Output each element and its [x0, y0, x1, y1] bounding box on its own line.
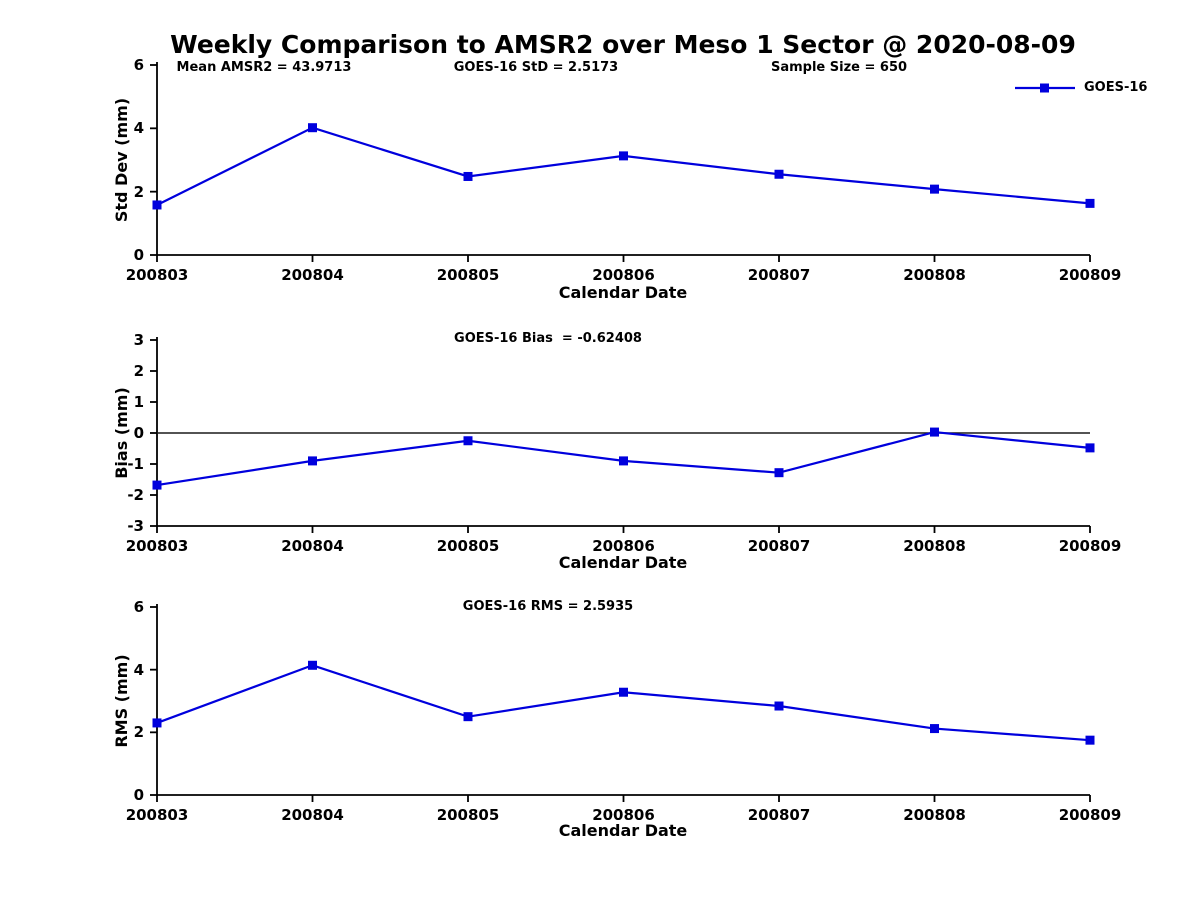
bias-data-point-marker: [619, 456, 628, 466]
stddev-y-tick-label: 0: [133, 246, 144, 264]
bias-data-point-marker: [463, 436, 473, 446]
rms-data-point-marker: [774, 701, 784, 711]
bias-data-point-marker: [1085, 443, 1095, 453]
bias-x-axis-label: Calendar Date: [558, 553, 688, 572]
bias-x-tick-label: 200806: [592, 537, 655, 555]
stddev-x-tick-label: 200807: [747, 266, 811, 284]
stddev-x-tick-label: 200803: [125, 266, 189, 284]
legend-line-sample: [1015, 83, 1075, 92]
rms-x-tick-label: 200805: [436, 806, 500, 824]
stddev-x-tick-label: 200805: [436, 266, 500, 284]
rms-x-axis-label: Calendar Date: [558, 821, 688, 840]
annotation-mean-amsr2: Mean AMSR2 = 43.9713: [176, 60, 352, 75]
rms-data-point-marker: [930, 724, 939, 734]
stddev-data-line: [156, 126, 1091, 206]
stddev-x-tick-label: 200804: [281, 266, 344, 284]
legend-label: GOES-16: [1084, 80, 1148, 95]
stddev-y-tick-label: 2: [133, 182, 144, 201]
legend-marker-icon: [1040, 83, 1049, 92]
stddev-data-point-marker: [463, 171, 473, 181]
bias-y-tick-label: 3: [133, 331, 144, 349]
bias-data-point-marker: [152, 480, 162, 490]
rms-y-tick-label: 2: [133, 723, 144, 742]
figure-title: Weekly Comparison to AMSR2 over Meso 1 S…: [170, 30, 1076, 59]
bias-x-tick-label: 200809: [1058, 537, 1122, 555]
stddev-data-point-marker: [930, 184, 939, 194]
stddev-y-tick-label: 6: [133, 56, 144, 74]
annotation-goes16-std: GOES-16 StD = 2.5173: [453, 60, 619, 75]
bias-y-tick-label: 2: [133, 362, 144, 380]
stddev-data-point-marker: [774, 169, 784, 179]
rms-x-tick-label: 200807: [747, 806, 811, 824]
rms-x-tick-label: 200804: [281, 806, 344, 824]
rms-data-point-marker: [463, 712, 473, 722]
rms-y-tick-label: 4: [133, 660, 144, 679]
bias-data-point-marker: [774, 468, 784, 478]
rms-data-point-marker: [152, 718, 162, 728]
stddev-y-tick-label: 4: [133, 119, 144, 138]
bias-y-tick-label: 1: [133, 393, 144, 411]
rms-data-line: [156, 664, 1091, 742]
rms-data-point-marker: [308, 660, 317, 670]
bias-x-tick-label: 200807: [747, 537, 811, 555]
stddev-x-tick-label: 200806: [592, 266, 655, 284]
bias-x-tick-label: 200808: [903, 537, 966, 555]
legend: GOES-16: [1014, 80, 1147, 95]
bias-data-point-marker: [308, 456, 317, 466]
rms-x-tick-label: 200803: [125, 806, 189, 824]
bias-y-tick-label: -3: [127, 517, 144, 535]
stddev-x-tick-label: 200808: [903, 266, 966, 284]
annotation-sample-size: Sample Size = 650: [770, 60, 908, 75]
bias-x-tick-label: 200805: [436, 537, 500, 555]
stddev-x-tick-label: 200809: [1058, 266, 1122, 284]
rms-x-tick-label: 200806: [592, 806, 655, 824]
rms-data-point-marker: [619, 687, 628, 697]
bias-y-tick-label: -1: [127, 455, 144, 473]
rms-y-tick-label: 6: [133, 598, 144, 616]
bias-y-tick-label: 0: [133, 424, 144, 442]
stddev-y-axis-label: Std Dev (mm): [112, 97, 131, 223]
bias-plot: [150, 337, 1095, 533]
stddev-x-axis-label: Calendar Date: [558, 283, 688, 302]
stddev-data-point-marker: [308, 123, 317, 133]
stddev-data-point-marker: [152, 200, 162, 210]
rms-plot: [150, 604, 1095, 802]
stddev-plot: [150, 62, 1095, 262]
bias-y-tick-label: -2: [127, 486, 144, 504]
rms-x-tick-label: 200808: [903, 806, 966, 824]
rms-y-tick-label: 0: [133, 786, 144, 804]
rms-x-tick-label: 200809: [1058, 806, 1122, 824]
rms-y-axis-label: RMS (mm): [112, 654, 131, 748]
bias-x-tick-label: 200803: [125, 537, 189, 555]
bias-x-tick-label: 200804: [281, 537, 344, 555]
stddev-data-point-marker: [619, 151, 628, 161]
stddev-data-point-marker: [1085, 198, 1095, 208]
bias-data-point-marker: [930, 427, 939, 437]
rms-data-point-marker: [1085, 735, 1095, 745]
annotation-goes16-rms: GOES-16 RMS = 2.5935: [462, 599, 634, 614]
annotation-goes16-bias: GOES-16 Bias = -0.62408: [454, 331, 642, 346]
